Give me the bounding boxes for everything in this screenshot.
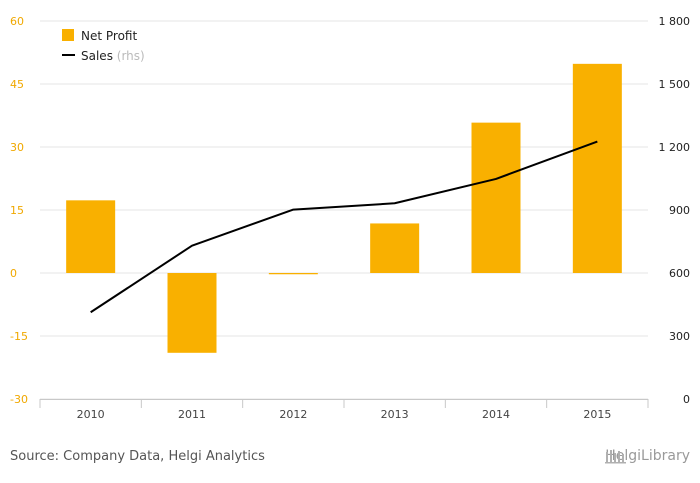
x-tick-label: 2014 (482, 408, 510, 421)
legend-label-net-profit: Net Profit (81, 29, 137, 43)
right-tick-label: 1 500 (659, 78, 691, 91)
left-tick-label: 45 (10, 78, 24, 91)
right-tick-label: 0 (683, 393, 690, 406)
legend-swatch-net-profit (62, 29, 74, 41)
legend-label-sales: Sales (rhs) (81, 49, 145, 63)
brand-logo[interactable]: HelgiLibrary (605, 448, 690, 464)
bar-net-profit (66, 200, 116, 273)
right-tick-label: 600 (669, 267, 690, 280)
x-tick-label: 2012 (279, 408, 307, 421)
brand-name: HelgiLibrary (605, 448, 690, 464)
x-tick-label: 2015 (583, 408, 611, 421)
left-tick-label: 0 (10, 267, 17, 280)
right-tick-label: 1 200 (659, 141, 691, 154)
left-tick-label: 15 (10, 204, 24, 217)
legend-label-sales-suffix: (rhs) (113, 49, 145, 63)
right-tick-label: 300 (669, 330, 690, 343)
right-tick-label: 1 800 (659, 15, 691, 28)
x-tick-label: 2011 (178, 408, 206, 421)
source-note: Source: Company Data, Helgi Analytics (10, 449, 265, 464)
bar-net-profit (167, 273, 217, 353)
bar-net-profit (370, 223, 420, 273)
right-tick-label: 900 (669, 204, 690, 217)
left-tick-label: 30 (10, 141, 24, 154)
left-tick-label: -30 (10, 393, 28, 406)
left-tick-label: -15 (10, 330, 28, 343)
x-tick-label: 2010 (77, 408, 105, 421)
x-tick-label: 2013 (381, 408, 409, 421)
line-sales (90, 140, 598, 314)
bar-net-profit (471, 122, 521, 273)
library-icon (605, 450, 627, 464)
bar-net-profit (572, 63, 622, 274)
bar-net-profit (268, 273, 318, 275)
left-tick-label: 60 (10, 15, 24, 28)
